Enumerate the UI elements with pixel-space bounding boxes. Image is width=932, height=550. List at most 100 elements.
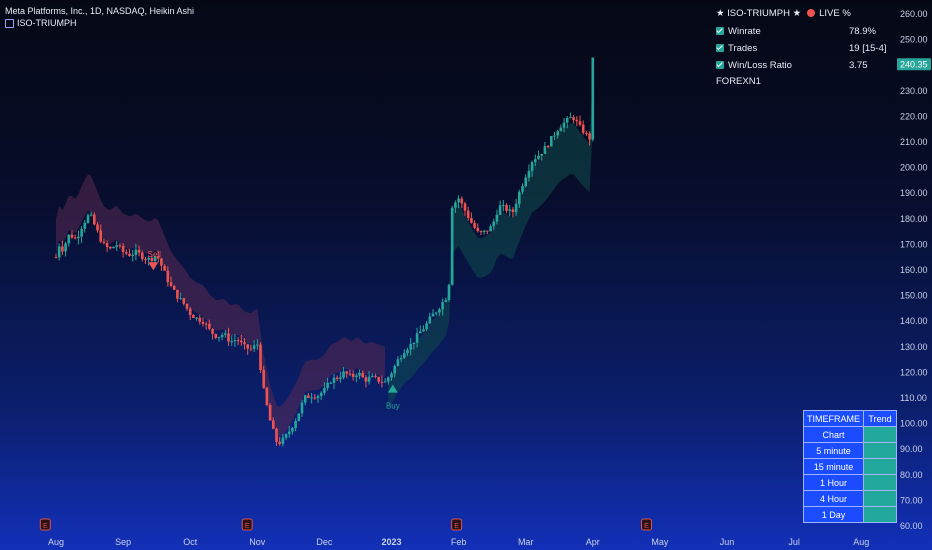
candle-body (403, 353, 406, 358)
candle-body (534, 159, 537, 163)
candle-body (134, 249, 138, 255)
candle-body (486, 230, 489, 232)
candle-body (256, 344, 259, 346)
candle-body (434, 312, 438, 314)
candle-body (240, 340, 243, 343)
candle-body (284, 434, 288, 438)
price-tick-label: 140.00 (900, 316, 928, 326)
timeframe-cell: 5 minute (803, 442, 864, 459)
earnings-label: E (454, 523, 459, 530)
candle-body (307, 395, 310, 398)
candle-body (259, 344, 262, 370)
table-row: 4 Hour (803, 490, 897, 507)
price-tick-label: 70.00 (900, 495, 923, 505)
candle-body (61, 246, 64, 252)
candle-body (198, 317, 202, 322)
candle-body (300, 402, 304, 414)
candle-body (99, 230, 102, 242)
time-tick-label: Jul (788, 537, 800, 547)
chart-title: Meta Platforms, Inc., 1D, NASDAQ, Heikin… (5, 6, 195, 16)
trend-cell (863, 490, 897, 507)
candle-body (262, 369, 265, 388)
price-tick-label: 190.00 (900, 188, 928, 198)
candle-body (479, 231, 483, 233)
candle-body (364, 377, 368, 382)
candle-body (425, 323, 428, 330)
candle-body (83, 222, 87, 229)
candle-body (109, 247, 112, 249)
signals: Sell Buy (148, 250, 400, 410)
candle-body (380, 381, 384, 383)
candle-body (530, 162, 534, 171)
author-label: FOREXN1 (716, 76, 761, 87)
candle-body (313, 397, 317, 399)
live-label: LIVE % (819, 8, 851, 19)
time-tick-label: Sep (115, 537, 131, 547)
indicator-band (56, 65, 593, 438)
table-row: Chart (803, 426, 897, 443)
candle-body (537, 155, 540, 160)
candle-body (422, 329, 425, 332)
price-axis: 260.00250.00240.00230.00220.00210.00200.… (897, 9, 931, 531)
candle-body (508, 209, 511, 211)
candle-body (470, 218, 473, 223)
candle-body (128, 253, 131, 256)
candle-body (326, 382, 329, 389)
candle-body (233, 340, 237, 342)
candle-body (562, 122, 566, 128)
candle-body (201, 321, 205, 324)
candle-body (137, 249, 141, 253)
candle-body (419, 331, 422, 334)
candle-body (192, 315, 195, 318)
trend-cell (863, 458, 897, 475)
candle-body (230, 341, 233, 343)
candle-body (412, 342, 416, 344)
candle-body (543, 146, 547, 154)
earnings-label: E (43, 523, 48, 530)
candle-body (125, 252, 128, 254)
time-tick-label: Jun (720, 537, 735, 547)
candle-body (131, 254, 134, 256)
candle-body (447, 284, 451, 300)
price-tick-label: 180.00 (900, 214, 928, 224)
candle-body (438, 309, 441, 313)
candle-body (473, 222, 476, 228)
table-header-row: TIMEFRAME Trend (803, 410, 897, 427)
candle-body (444, 300, 448, 302)
candle-body (550, 136, 553, 147)
time-tick-label: Aug (48, 537, 64, 547)
time-tick-label: Feb (451, 537, 467, 547)
candle-body (70, 234, 74, 238)
candle-body (121, 245, 125, 253)
trend-header: Trend (863, 410, 897, 427)
candle-body (195, 317, 198, 319)
candle-body (188, 308, 192, 315)
table-row: 15 minute (803, 458, 897, 475)
candle-body (335, 377, 339, 379)
candle-body (578, 121, 582, 125)
candle-body (553, 135, 556, 137)
candle-body (396, 359, 400, 366)
indicator-label[interactable]: ISO-TRIUMPH (5, 18, 77, 29)
candle-body (272, 420, 275, 429)
candle-body (588, 133, 591, 140)
trend-cell (863, 426, 897, 443)
trend-cell (863, 442, 897, 459)
candle-body (166, 270, 170, 283)
candle-body (80, 229, 83, 237)
candle-body (93, 214, 96, 225)
candle-body (361, 372, 364, 378)
candle-body (64, 243, 67, 252)
check-icon (716, 61, 724, 69)
candle-body (179, 298, 182, 300)
candle-body (77, 236, 80, 239)
candle-body (466, 210, 470, 218)
time-tick-label: 2023 (381, 537, 401, 547)
candle-body (495, 214, 499, 222)
wl-row: Win/Loss Ratio (716, 60, 792, 71)
indicator-toggle-icon[interactable] (5, 19, 14, 29)
earnings-label: E (245, 523, 250, 530)
candle-body (150, 257, 154, 261)
